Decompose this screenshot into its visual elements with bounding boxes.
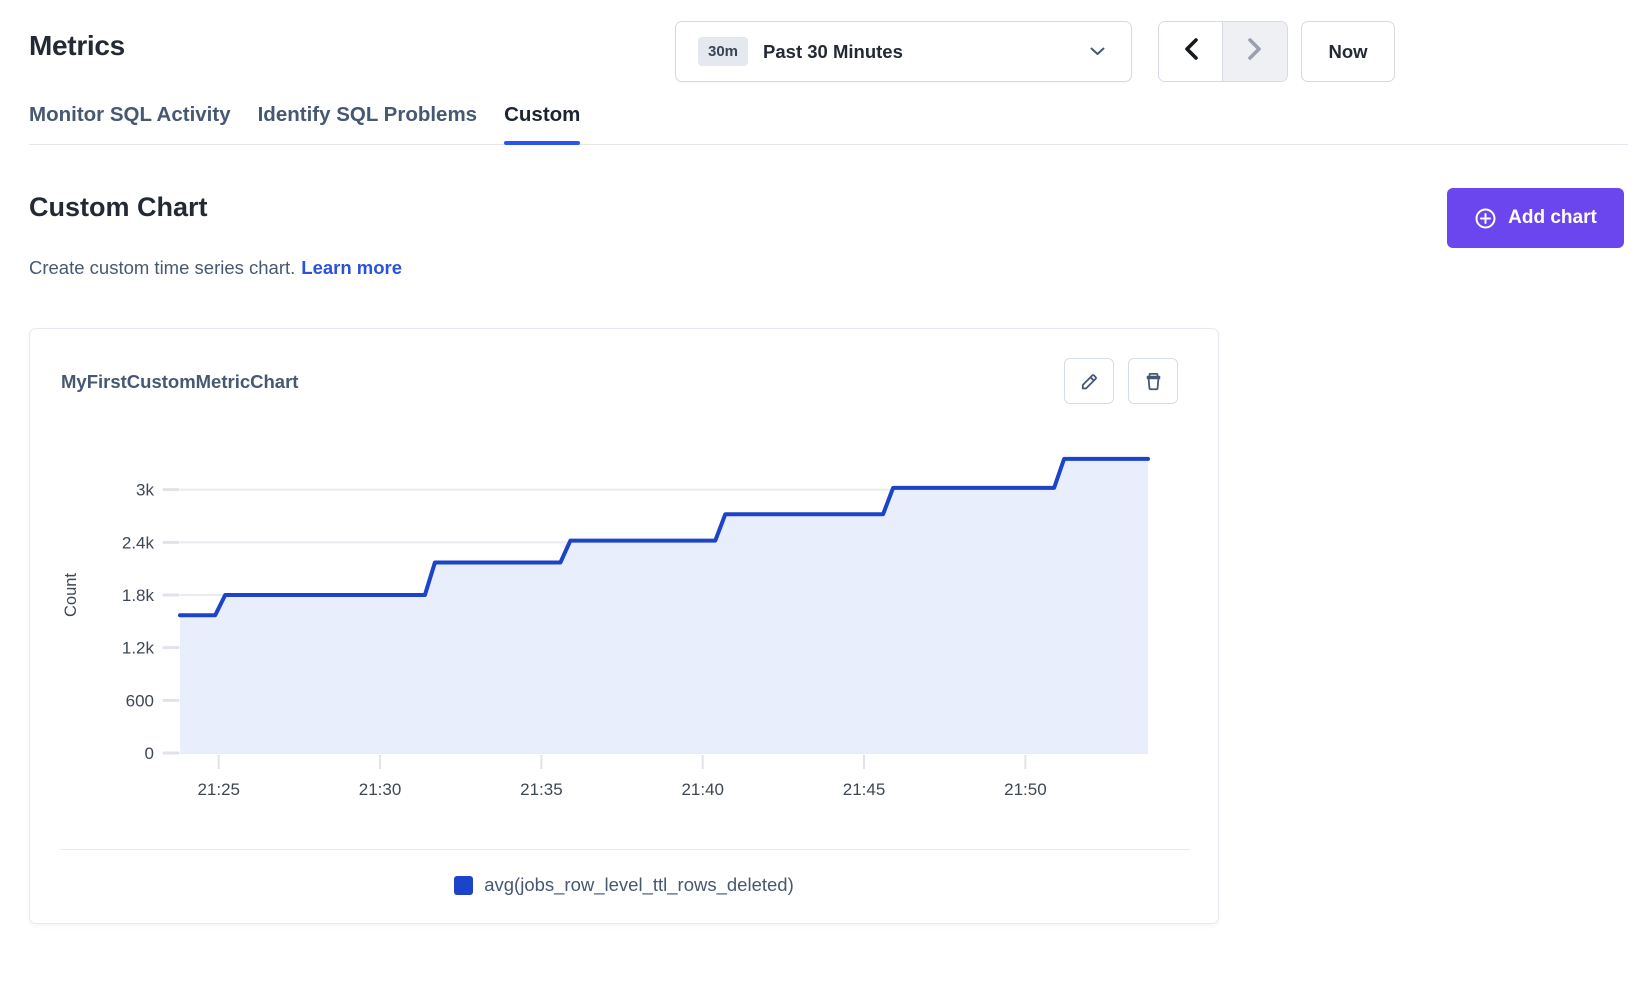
tab-custom[interactable]: Custom [504,103,580,144]
plus-circle-icon [1474,207,1497,230]
svg-text:21:30: 21:30 [359,780,402,799]
legend-divider [60,849,1190,850]
svg-text:21:45: 21:45 [843,780,886,799]
now-button[interactable]: Now [1301,21,1395,82]
chevron-left-icon [1183,37,1199,66]
next-time-window-button[interactable] [1223,22,1287,81]
chart-legend: avg(jobs_row_level_ttl_rows_deleted) [30,874,1218,896]
add-chart-label: Add chart [1508,207,1597,229]
subtitle-text: Create custom time series chart. [29,257,295,278]
svg-text:21:40: 21:40 [681,780,724,799]
custom-chart-card: MyFirstCustomMetricChart 0 600 1.2k 1.8k 2.4… [29,328,1219,924]
tab-bar: Monitor SQL Activity Identify SQL Proble… [29,103,1628,145]
trash-icon [1143,371,1164,392]
time-window-selector[interactable]: 30m Past 30 Minutes [675,21,1132,82]
svg-text:21:25: 21:25 [197,780,240,799]
legend-swatch [454,876,473,895]
delete-chart-button[interactable] [1128,358,1178,404]
custom-chart-plot: 0 600 1.2k 1.8k 2.4k 3k 21:25 21:30 21:35 21:40 21… [60,421,1180,813]
legend-label: avg(jobs_row_level_ttl_rows_deleted) [484,874,794,896]
svg-text:0: 0 [145,744,154,763]
svg-text:21:50: 21:50 [1004,780,1047,799]
learn-more-link[interactable]: Learn more [301,257,402,278]
svg-text:21:35: 21:35 [520,780,563,799]
section-subtitle: Create custom time series chart. Learn mo… [29,257,402,279]
time-window-badge: 30m [698,37,748,66]
svg-text:2.4k: 2.4k [122,533,155,552]
chevron-down-icon [1090,47,1105,56]
tab-identify-sql-problems[interactable]: Identify SQL Problems [258,103,477,144]
section-title: Custom Chart [29,192,208,223]
time-window-label: Past 30 Minutes [763,41,903,63]
tab-monitor-sql-activity[interactable]: Monitor SQL Activity [29,103,231,144]
prev-time-window-button[interactable] [1159,22,1223,81]
svg-text:1.2k: 1.2k [122,639,155,658]
svg-text:1.8k: 1.8k [122,586,155,605]
time-nav-group [1158,21,1288,82]
pencil-icon [1079,371,1100,392]
chart-title: MyFirstCustomMetricChart [61,371,298,393]
svg-text:600: 600 [126,691,154,710]
edit-chart-button[interactable] [1064,358,1114,404]
metrics-page: Metrics 30m Past 30 Minutes Now Monitor … [0,0,1650,982]
add-chart-button[interactable]: Add chart [1447,188,1624,248]
chevron-right-icon [1247,37,1263,66]
svg-text:3k: 3k [136,481,154,500]
svg-text:Count: Count [62,573,80,617]
page-title: Metrics [29,30,125,62]
